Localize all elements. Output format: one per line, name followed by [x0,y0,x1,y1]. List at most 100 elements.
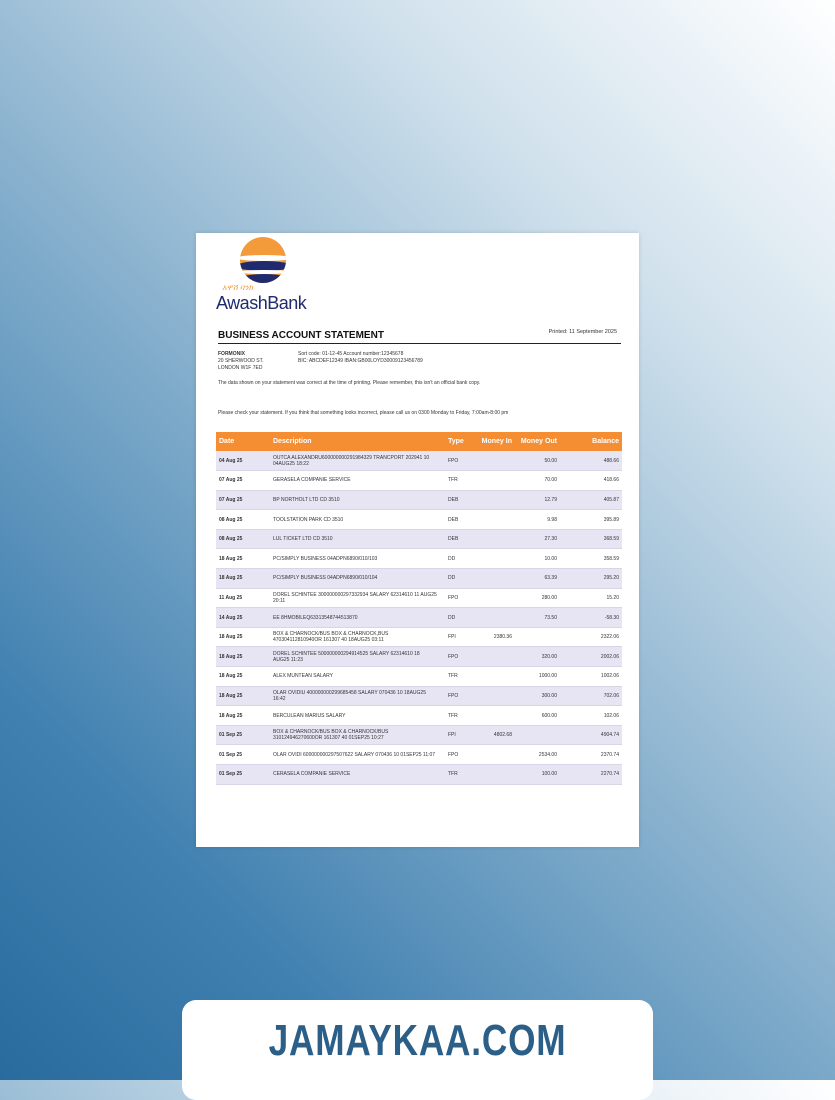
cell-balance: 488.66 [560,451,622,472]
bic-iban: BIC: ABCDEF12349 IBAN:GB00LOYD3000912345… [298,358,423,364]
cell-type: FPO [445,744,475,765]
table-row: 08 Aug 25 TOOLSTATION PARK CD 3510 DEB 9.98… [216,509,622,530]
table-row: 14 Aug 25 EE 8HMOBILEQ63313548744513870 DD… [216,607,622,628]
table-row: 01 Sep 25 CERASELA COMPANIE SERVICE TFR 100… [216,764,622,785]
cell-money-out: 300.00 [515,686,560,707]
table-row: 11 Aug 25 DOREL SCHINTEE 3000000002973329… [216,588,622,609]
header-type: Type [445,432,475,451]
cell-date: 18 Aug 25 [216,568,270,589]
cell-description: BOX & CHARNOCK/BUS BOX & CHARNOCK/BUS 31… [270,725,445,746]
table-row: 01 Sep 25 BOX & CHARNOCK/BUS BOX & CHARNO… [216,725,622,746]
cell-balance: 295.20 [560,568,622,589]
cell-date: 18 Aug 25 [216,705,270,726]
cell-money-in [475,470,515,491]
cell-date: 18 Aug 25 [216,646,270,668]
cell-money-in [475,548,515,570]
customer-city: LONDON W1F 7ED [218,365,263,371]
sort-code-account: Sort code: 01-12-45 Account number:12345… [298,351,404,357]
table-row: 18 Aug 25 PC/SIMPLY BUSINESS 04ADPN6890/0… [216,548,622,570]
cell-description: BERCULEAN MARIUS SALARY [270,705,445,726]
cell-type: DEB [445,509,475,530]
cell-money-in [475,764,515,785]
cell-description: PC/SIMPLY BUSINESS 04ADPN6890/010/103 [270,548,445,570]
statement-title: BUSINESS ACCOUNT STATEMENT [218,330,384,341]
cell-description: BP NORTHOLT LTD CD 3510 [270,490,445,511]
cell-description: OLAR OVIDI 600000000297507622 SALARY 070… [270,744,445,765]
cell-type: FPI [445,627,475,648]
cell-money-in [475,646,515,668]
table-row: 18 Aug 25 BOX & CHARNOCK/BUS BOX & CHARNO… [216,627,622,648]
cell-balance: 702.06 [560,686,622,707]
cell-type: DD [445,568,475,589]
cell-date: 14 Aug 25 [216,607,270,628]
cell-money-out: 12.79 [515,490,560,511]
cell-date: 18 Aug 25 [216,666,270,687]
cell-date: 11 Aug 25 [216,588,270,609]
logo-amharic-text: አዋሽ ባንክ [222,283,253,292]
cell-money-in [475,705,515,726]
account-details: Sort code: 01-12-45 Account number:12345… [298,351,423,365]
cell-money-in [475,509,515,530]
cell-money-out: 320.00 [515,646,560,668]
cell-type: FPO [445,451,475,472]
cell-type: TFR [445,666,475,687]
cell-date: 07 Aug 25 [216,470,270,491]
cell-type: DEB [445,490,475,511]
table-row: 01 Sep 25 OLAR OVIDI 600000000297507622 S… [216,744,622,765]
cell-date: 18 Aug 25 [216,627,270,648]
cell-money-in [475,686,515,707]
cell-date: 08 Aug 25 [216,509,270,530]
cell-date: 01 Sep 25 [216,744,270,765]
customer-name: FORMONIX [218,351,245,357]
table-row: 18 Aug 25 BERCULEAN MARIUS SALARY TFR 600.0… [216,705,622,726]
cell-type: FPI [445,725,475,746]
cell-balance: 368.59 [560,529,622,550]
table-header: Date Description Type Money In Money Out… [216,432,622,451]
table-row: 07 Aug 25 GERASELA COMPANIE SERVICE TFR 70.… [216,470,622,491]
cell-balance: -58.30 [560,607,622,628]
bank-statement-document: አዋሽ ባንክ AwashBank BUSINESS ACCOUNT STATE… [196,233,639,847]
cell-description: BOX & CHARNOCK/BUS BOX & CHARNOCK,BUS 47… [270,627,445,648]
cell-balance: 2002.06 [560,646,622,668]
cell-description: OLAR OVIDIU 400000000299685458 SALARY 07… [270,686,445,707]
cell-type: TFR [445,764,475,785]
header-money-out: Money Out [515,432,560,451]
cell-money-in: 4802.68 [475,725,515,746]
cell-type: DEB [445,529,475,550]
cell-type: FPO [445,686,475,707]
cell-date: 18 Aug 25 [216,686,270,707]
title-divider [218,343,621,344]
cell-money-in [475,744,515,765]
cell-balance: 4904.74 [560,725,622,746]
cell-description: ALEX MUNTEAN SALARY [270,666,445,687]
footer-site-name: JAMAYKAA.COM [268,1016,567,1065]
disclaimer-note: The data shown on your statement was cor… [218,380,481,386]
header-money-in: Money In [475,432,515,451]
cell-balance: 102.06 [560,705,622,726]
cell-money-in [475,490,515,511]
cell-description: TOOLSTATION PARK CD 3510 [270,509,445,530]
header-description: Description [270,432,445,451]
cell-description: DOREL SCHINTEE 300000000297332934 SALARY… [270,588,445,609]
cell-date: 01 Sep 25 [216,725,270,746]
footer-banner: JAMAYKAA.COM [182,1000,653,1100]
cell-money-out: 600.00 [515,705,560,726]
cell-balance: 395.89 [560,509,622,530]
cell-type: FPO [445,646,475,668]
cell-money-in [475,568,515,589]
cell-balance: 1002.06 [560,666,622,687]
cell-money-out: 50.00 [515,451,560,472]
logo-bank-name: AwashBank [216,293,307,313]
transactions-table: Date Description Type Money In Money Out… [216,432,622,785]
customer-address: FORMONIX 20 SHERWOOD ST. LONDON W1F 7ED [218,351,263,372]
cell-money-out [515,627,560,648]
cell-money-in: 2380.36 [475,627,515,648]
table-row: 04 Aug 25 OUTCA ALEXANDRU6000000002919843… [216,451,622,472]
cell-type: DD [445,548,475,570]
cell-description: DOREL SCHINTEE 500000000294914525 SALARY… [270,646,445,668]
cell-type: FPO [445,588,475,609]
cell-description: CERASELA COMPANIE SERVICE [270,764,445,785]
cell-date: 01 Sep 25 [216,764,270,785]
cell-balance: 2270.74 [560,764,622,785]
cell-money-in [475,588,515,609]
